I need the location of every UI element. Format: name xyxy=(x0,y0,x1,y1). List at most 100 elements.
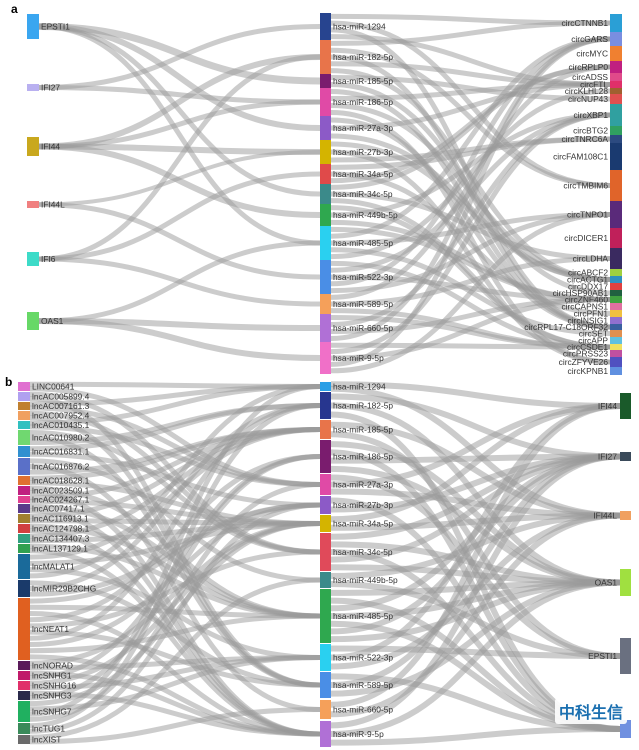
node-hsa-mir-34a-5p xyxy=(320,164,331,184)
flow-link xyxy=(38,150,321,207)
label-lncac124798-1: lncAC124798.1 xyxy=(32,524,90,534)
node-circddx17 xyxy=(610,283,622,290)
flow-link xyxy=(330,136,611,170)
flow-link xyxy=(38,54,321,262)
panel-b-label: b xyxy=(5,375,12,389)
label-circzfyve26: circZFYVE26 xyxy=(559,357,609,367)
flow-link xyxy=(330,141,611,282)
label-circhsp90ab1: circHSP90AB1 xyxy=(553,288,609,298)
node-lncac024267-1 xyxy=(18,496,30,503)
flow-link xyxy=(330,64,611,190)
node-circtmbim6 xyxy=(610,170,622,201)
flow-link xyxy=(330,465,621,586)
node-lncsnhg3 xyxy=(18,691,30,700)
label-hsa-mir-485-5p: hsa-miR-485-5p xyxy=(333,611,393,621)
node-hsa-mir-9-5p xyxy=(320,342,331,374)
flow-link xyxy=(38,202,321,280)
label-lncac005899-4: lncAC005899.4 xyxy=(32,392,90,402)
label-circfam108c1: circFAM108C1 xyxy=(553,152,608,162)
label-hsa-mir-449b-5p: hsa-miR-449b-5p xyxy=(333,210,398,220)
node-lncac124798-1 xyxy=(18,524,30,533)
node-lncac005899-4 xyxy=(18,392,30,401)
node-circinsig1 xyxy=(610,317,622,324)
flow-link xyxy=(38,143,321,218)
label-hsa-mir-186-5p: hsa-miR-186-5p xyxy=(333,97,393,107)
label-hsa-mir-182-5p: hsa-miR-182-5p xyxy=(333,52,393,62)
label-circadss: circADSS xyxy=(572,72,608,82)
node-hsa-mir-1294 xyxy=(320,13,331,40)
node-oas1 xyxy=(27,312,39,330)
node-lncsnhg16 xyxy=(18,681,30,690)
label-hsa-mir-1294: hsa-miR-1294 xyxy=(333,22,386,32)
node-circrplp0 xyxy=(610,61,622,73)
label-circactg1: circACTG1 xyxy=(567,275,608,285)
label-lncac007952-4: lncAC007952.4 xyxy=(32,411,90,421)
node-hsa-mir-34c-5p xyxy=(320,533,331,571)
node-circcapns1 xyxy=(610,303,622,310)
label-hsa-mir-660-5p: hsa-miR-660-5p xyxy=(333,323,393,333)
node-hsa-mir-9-5p xyxy=(320,721,331,747)
label-linc00641: LINC00641 xyxy=(32,382,75,392)
node-linc00641 xyxy=(18,382,30,391)
node-hsa-mir-660-5p xyxy=(320,314,331,342)
flow-link xyxy=(29,577,321,740)
label-oas1: OAS1 xyxy=(595,578,618,588)
flow-link xyxy=(330,453,621,729)
flow-link xyxy=(38,171,321,262)
node-hsa-mir-660-5p xyxy=(320,700,331,719)
label-circabcf2: circABCF2 xyxy=(568,268,608,278)
label-ifi44l: IFI44L xyxy=(593,511,617,521)
label-lncac023509-1: lncAC023509.1 xyxy=(32,486,90,496)
label-epsti1: EPSTI1 xyxy=(41,22,70,32)
flow-link xyxy=(29,403,321,641)
flow-link xyxy=(330,82,611,131)
label-hsa-mir-485-5p: hsa-miR-485-5p xyxy=(333,238,393,248)
node-epsti1 xyxy=(620,638,631,674)
label-lncal137129-1: lncAL137129.1 xyxy=(32,544,88,554)
label-hsa-mir-185-5p: hsa-miR-185-5p xyxy=(333,76,393,86)
label-lncac018628-1: lncAC018628.1 xyxy=(32,476,90,486)
label-circcsde1: circCSDE1 xyxy=(567,342,608,352)
node-ifi44 xyxy=(27,137,39,156)
node-circadss xyxy=(610,73,622,81)
flow-link xyxy=(29,521,321,566)
label-circapp: circAPP xyxy=(578,336,608,346)
node-circfam108c1 xyxy=(610,143,622,170)
label-hsa-mir-34a-5p: hsa-miR-34a-5p xyxy=(333,519,393,529)
label-oas1: OAS1 xyxy=(41,316,64,326)
label-circprss23: circPRSS23 xyxy=(563,349,608,359)
flow-link xyxy=(330,212,611,374)
label-circtmbim6: circTMBIM6 xyxy=(563,181,608,191)
label-ifi44l: IFI44L xyxy=(41,200,65,210)
node-hsa-mir-34c-5p xyxy=(320,184,331,204)
node-circhsp90ab1 xyxy=(610,290,622,296)
node-ifi44l xyxy=(27,201,39,208)
node-blank xyxy=(620,720,631,738)
label-circctnnb1: circCTNNB1 xyxy=(561,18,608,28)
node-circtnpo1 xyxy=(610,201,622,228)
label-lncac016876-2: lncAC016876.2 xyxy=(32,462,90,472)
label-hsa-mir-34c-5p: hsa-miR-34c-5p xyxy=(333,189,393,199)
node-circftl xyxy=(610,81,622,88)
node-lncac023509-1 xyxy=(18,486,30,495)
node-ifi27 xyxy=(27,84,39,91)
label-circset: circSET xyxy=(579,329,608,339)
node-hsa-mir-485-5p xyxy=(320,226,331,260)
node-lncac016831-1 xyxy=(18,446,30,457)
node-lncmir29b2chg xyxy=(18,580,30,597)
node-circrpl17-c18orf32 xyxy=(610,324,622,330)
label-lncsnhg3: lncSNHG3 xyxy=(32,691,72,701)
flow-link xyxy=(29,549,321,629)
label-hsa-mir-9-5p: hsa-miR-9-5p xyxy=(333,353,384,363)
node-circapp xyxy=(610,337,622,344)
node-circbtg2 xyxy=(610,126,622,135)
label-circldha: circLDHA xyxy=(573,254,609,264)
label-ifi27: IFI27 xyxy=(41,83,60,93)
node-hsa-mir-589-5p xyxy=(320,672,331,698)
label-circznf460: circZNF460 xyxy=(565,295,609,305)
label-hsa-mir-27b-3p: hsa-miR-27b-3p xyxy=(333,147,393,157)
node-lncac016876-2 xyxy=(18,458,30,475)
flow-link xyxy=(330,256,611,307)
node-lncac007952-4 xyxy=(18,411,30,420)
node-circmyc xyxy=(610,46,622,61)
